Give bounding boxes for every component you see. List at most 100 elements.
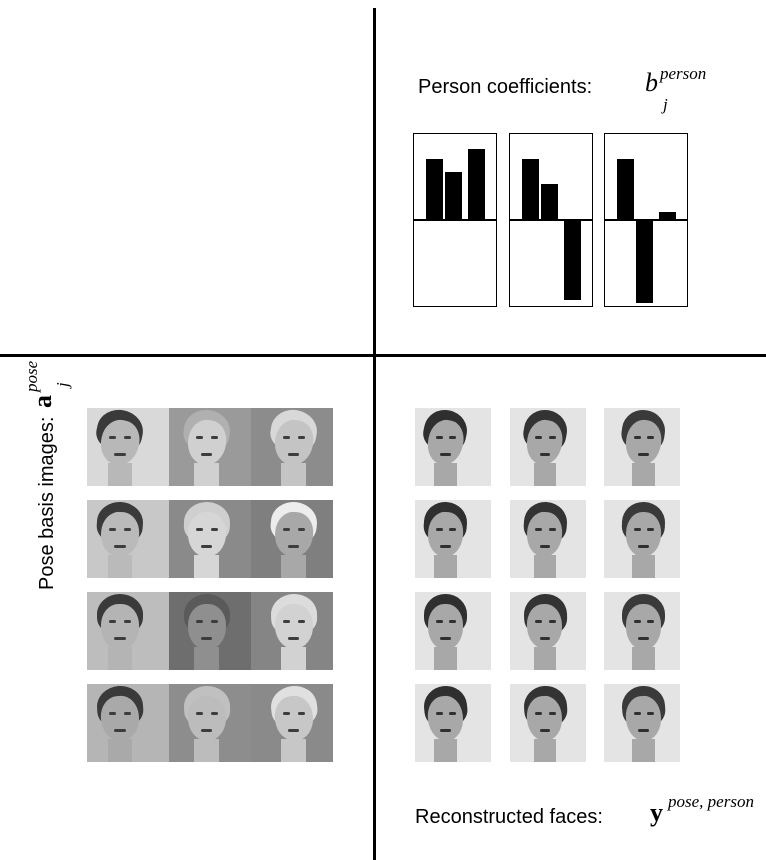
face-mouth <box>440 729 451 733</box>
horizontal-divider <box>0 354 766 357</box>
face-image <box>169 500 251 578</box>
face-mouth <box>200 453 213 457</box>
face-head <box>99 695 141 743</box>
face-eye <box>535 436 543 440</box>
face-neck <box>107 738 133 762</box>
face-mouth <box>539 637 551 641</box>
coefficient-bar <box>426 158 443 220</box>
face-eye <box>449 712 457 716</box>
face-eye <box>647 620 655 624</box>
face-eye <box>298 712 306 716</box>
face-mouth <box>200 545 213 549</box>
face-eye <box>298 436 306 440</box>
zero-line <box>509 219 593 221</box>
face-image <box>510 592 586 670</box>
face-mouth <box>200 729 213 733</box>
face-eye <box>298 528 306 532</box>
face-neck <box>281 646 306 670</box>
face-image <box>87 500 169 578</box>
face-mouth <box>440 545 451 549</box>
reconstructed-faces-label: Reconstructed faces: <box>415 806 603 828</box>
person-coefficient-symbol: b <box>645 68 658 97</box>
face-eye <box>109 528 117 532</box>
face-eye <box>298 620 306 624</box>
face-eye <box>449 528 457 532</box>
face-mouth <box>114 545 126 549</box>
face-head <box>187 511 227 559</box>
face-eye <box>211 620 219 624</box>
reconstructed-superscript: pose, person <box>668 792 754 811</box>
face-head <box>625 511 662 559</box>
face-neck <box>194 646 219 670</box>
face-mouth <box>114 637 126 641</box>
face-neck <box>533 646 557 670</box>
face-mouth <box>287 453 300 457</box>
face-eye <box>647 436 655 440</box>
face-neck <box>434 462 457 486</box>
face-eye <box>647 528 655 532</box>
face-eye <box>548 712 556 716</box>
face-neck <box>533 738 557 762</box>
face-mouth <box>638 545 649 549</box>
coefficient-bar <box>659 211 676 220</box>
face-image <box>510 684 586 762</box>
face-eye <box>211 528 219 532</box>
face-head <box>273 603 314 651</box>
coefficient-panel <box>604 133 688 307</box>
face-neck <box>434 554 457 578</box>
face-mouth <box>638 453 649 457</box>
face-image <box>510 500 586 578</box>
face-eye <box>535 528 543 532</box>
face-head <box>626 604 661 650</box>
face-image <box>87 684 169 762</box>
face-mouth <box>440 637 451 641</box>
face-neck <box>533 462 557 486</box>
face-eye <box>283 712 291 716</box>
face-mouth <box>114 453 126 457</box>
face-neck <box>194 554 219 578</box>
pose-basis-label: Pose basis images: <box>36 416 58 590</box>
coefficient-bar <box>522 158 539 220</box>
coefficient-bar <box>541 184 558 220</box>
face-image <box>510 408 586 486</box>
face-eye <box>633 712 641 716</box>
face-head <box>427 604 463 650</box>
vertical-divider <box>373 8 376 860</box>
face-image <box>169 408 251 486</box>
face-eye <box>435 528 443 532</box>
face-eye <box>109 620 117 624</box>
face-eye <box>124 712 132 716</box>
face-eye <box>283 436 291 440</box>
face-mouth <box>539 729 551 733</box>
face-image <box>251 408 333 486</box>
reconstructed-symbol: y <box>650 798 663 827</box>
face-eye <box>109 436 117 440</box>
face-eye <box>124 436 132 440</box>
face-neck <box>107 646 133 670</box>
face-neck <box>281 554 306 578</box>
face-eye <box>633 436 641 440</box>
pose-basis-subscript: j <box>53 382 72 387</box>
face-eye <box>435 620 443 624</box>
face-eye <box>535 712 543 716</box>
face-mouth <box>114 729 126 733</box>
coefficient-bar <box>468 149 485 220</box>
face-neck <box>434 738 457 762</box>
face-eye <box>548 528 556 532</box>
face-eye <box>211 436 219 440</box>
coefficient-bar <box>445 171 462 220</box>
face-image <box>87 408 169 486</box>
face-head <box>426 511 465 559</box>
face-eye <box>647 712 655 716</box>
coefficient-bar <box>564 220 581 300</box>
face-head <box>526 603 564 651</box>
face-head <box>187 695 227 743</box>
face-head <box>100 604 139 650</box>
face-image <box>604 408 680 486</box>
face-eye <box>196 436 204 440</box>
face-neck <box>632 554 655 578</box>
face-eye <box>283 528 291 532</box>
face-neck <box>434 646 457 670</box>
face-eye <box>449 620 457 624</box>
face-neck <box>194 738 219 762</box>
